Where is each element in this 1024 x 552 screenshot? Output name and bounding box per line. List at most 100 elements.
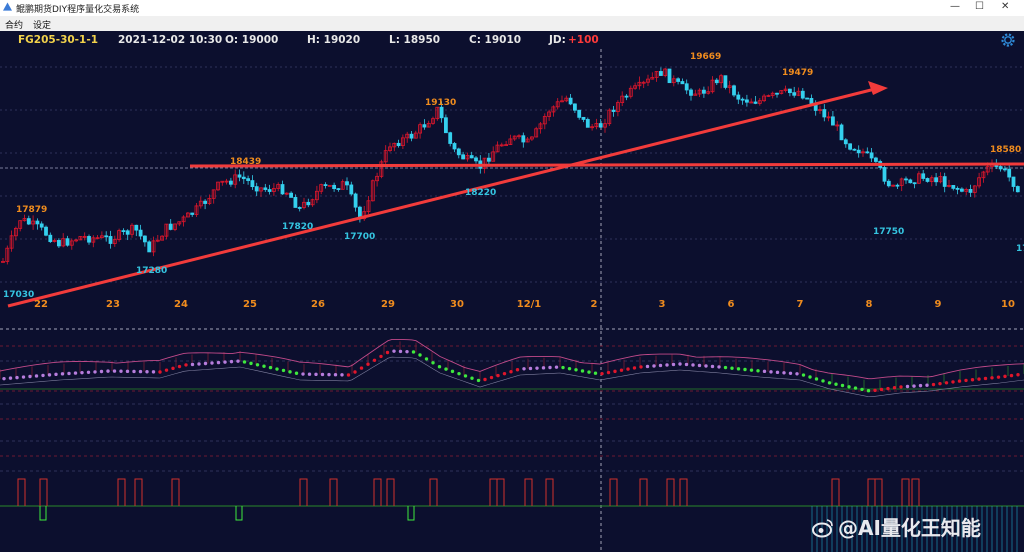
indicator-dot [782,371,786,375]
candle-down [293,197,298,208]
candle-up [641,81,646,84]
indicator-dot [197,362,201,366]
candle-down [745,99,749,103]
low-price-label: 17750 [873,227,904,237]
indicator-dot [853,386,858,390]
indicator-dot [834,382,838,386]
indicator-dot [626,367,630,371]
minimize-button[interactable]: — [950,1,960,12]
candle-up [766,95,771,97]
candle-up [491,151,496,162]
candle-up [727,85,732,88]
gear-icon[interactable] [1000,32,1016,48]
indicator-dot [21,375,26,379]
indicator-dot [372,358,377,362]
close-price: C: 19010 [469,34,522,46]
candle-up [671,78,676,84]
candle-up [164,223,169,237]
candle-down [800,90,805,99]
candle-up [977,177,981,187]
candle-up [547,111,551,117]
candle-up [5,247,10,262]
indicator-dot [769,370,773,374]
candle-down [237,174,242,178]
candle-up [697,89,702,95]
pulse-down [407,506,415,521]
pulse-up [329,478,338,506]
candle-up [818,109,822,111]
candle-down [736,94,741,100]
candle-down [456,148,461,156]
candle-up [861,151,865,154]
candle-down [323,184,328,187]
candle-up [603,123,607,128]
candle-up [779,90,784,94]
low-price: L: 18950 [389,34,441,46]
open-price: O: 19000 [225,34,279,46]
candle-down [856,149,861,154]
pulse-up [609,478,618,506]
indicator-dot [814,377,819,381]
indicator-dot [827,381,832,385]
candle-down [57,240,61,247]
candle-up [499,144,504,147]
indicator-dot [866,389,871,393]
candle-up [22,218,27,222]
candle-up [194,205,199,215]
indicator-dot [392,349,396,353]
indicator-dot [15,375,19,380]
candle-up [607,109,612,125]
indicator-dot [301,372,305,376]
price-chart[interactable]: 22 23 24 25 26 29 30 12/1 2 3 6 7 8 9 1017879184391913… [0,49,1024,552]
candle-up [719,75,723,84]
indicator-dot [593,371,598,375]
candle-down [998,166,1003,170]
candle-up [693,93,698,96]
low-price-label: 17280 [136,266,167,276]
candle-up [710,79,715,93]
indicator-dot [60,372,65,376]
candle-down [611,109,616,112]
candle-up [749,101,754,104]
close-button[interactable]: ✕ [1001,1,1010,12]
watermark: @AI量化王知能 [812,512,981,541]
candle-down [968,189,973,193]
pulse-up [134,478,143,506]
indicator-dot [801,373,806,377]
candle-up [646,78,650,83]
x-axis-label: 3 [659,299,666,310]
pulse-up [524,478,533,506]
pulse-up [489,478,498,506]
low-price-label: 17030 [3,290,34,300]
menu-settings[interactable]: 设定 [33,21,52,31]
candle-down [955,187,960,190]
candle-up [18,220,23,229]
candle-up [981,171,986,179]
indicator-dot [353,370,357,374]
candle-up [917,173,921,184]
watermark-text: @AI量化王知能 [838,516,981,540]
candle-up [590,126,594,129]
indicator-dot [28,374,32,379]
candle-up [340,181,345,190]
candle-up [985,166,990,173]
indicator-dot [528,366,533,371]
indicator-dot [294,371,299,375]
candle-down [1003,168,1007,171]
candle-down [121,230,126,233]
low-price-label: 17700 [344,232,375,242]
pulse-up [373,478,382,506]
indicator-dot [931,382,936,387]
maximize-button[interactable]: ☐ [975,1,984,12]
candle-up [663,68,668,76]
indicator-dot [158,370,162,374]
indicator-dot [444,367,448,371]
candle-down [280,184,285,195]
menu-contract[interactable]: 合约 [5,21,24,31]
candle-down [925,178,930,182]
candle-up [383,150,388,163]
indicator-dot [554,365,559,369]
candle-up [366,200,371,213]
indicator-dot [47,373,52,377]
indicator-dot [119,369,123,373]
